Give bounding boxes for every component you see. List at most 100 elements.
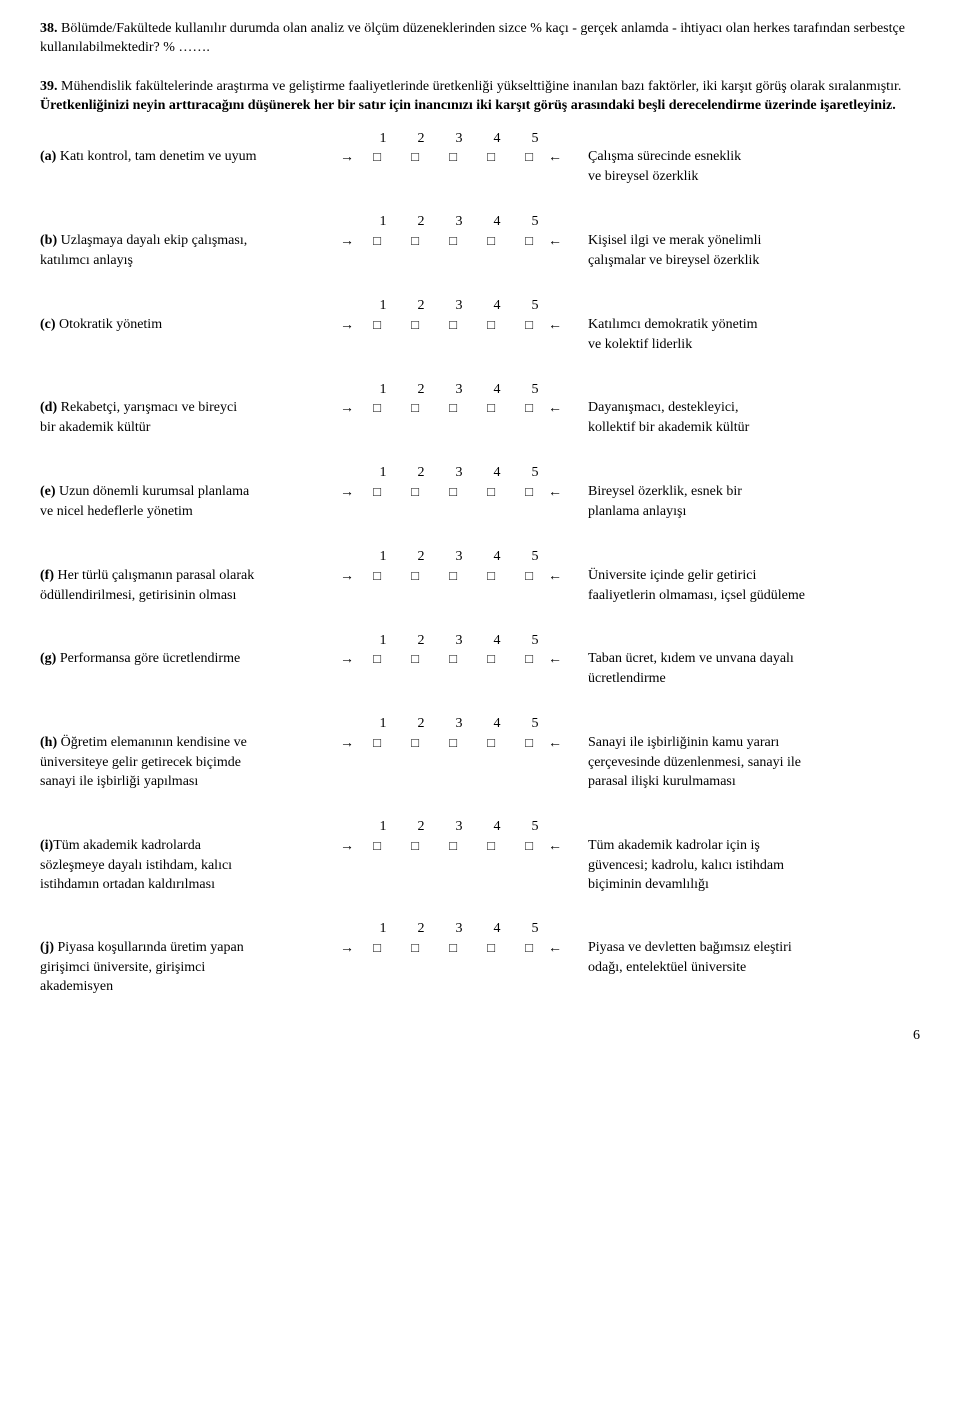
left-option: (f) Her türlü çalışmanın parasal olarak xyxy=(40,567,340,586)
q38-text: Bölümde/Fakültede kullanılır durumda ola… xyxy=(40,21,905,55)
right-option-cont: odağı, entelektüel üniversite xyxy=(580,959,920,978)
rating-box-4[interactable]: □ xyxy=(472,650,510,668)
scale-number-5: 5 xyxy=(516,715,554,734)
rating-box-2[interactable]: □ xyxy=(396,837,434,855)
rating-box-3[interactable]: □ xyxy=(434,650,472,668)
arrow-left-icon: ← xyxy=(548,149,566,168)
rating-box-5[interactable]: □ xyxy=(510,316,548,334)
scale-number-1: 1 xyxy=(364,818,402,837)
scale-number-4: 4 xyxy=(478,297,516,316)
rating-box-5[interactable]: □ xyxy=(510,734,548,752)
rating-box-4[interactable]: □ xyxy=(472,734,510,752)
rating-box-2[interactable]: □ xyxy=(396,483,434,501)
rating-box-5[interactable]: □ xyxy=(510,148,548,166)
scale-numbers: 12345 xyxy=(340,920,580,939)
rating-box-3[interactable]: □ xyxy=(434,483,472,501)
rating-box-5[interactable]: □ xyxy=(510,939,548,957)
rating-box-4[interactable]: □ xyxy=(472,148,510,166)
rating-box-2[interactable]: □ xyxy=(396,734,434,752)
rating-box-4[interactable]: □ xyxy=(472,232,510,250)
rating-box-1[interactable]: □ xyxy=(358,734,396,752)
rating-box-2[interactable]: □ xyxy=(396,316,434,334)
right-option-cont: ücretlendirme xyxy=(580,670,920,689)
left-option-cont: katılımcı anlayış xyxy=(40,252,340,271)
rating-box-2[interactable]: □ xyxy=(396,232,434,250)
scale-numbers: 12345 xyxy=(340,213,580,232)
rating-box-1[interactable]: □ xyxy=(358,399,396,417)
likert-item-c: 12345(c) Otokratik yönetim→□□□□□← Katılı… xyxy=(40,297,920,355)
rating-box-3[interactable]: □ xyxy=(434,232,472,250)
right-option: Katılımcı demokratik yönetim xyxy=(580,316,920,335)
rating-box-2[interactable]: □ xyxy=(396,939,434,957)
scale-number-1: 1 xyxy=(364,381,402,400)
scale-number-2: 2 xyxy=(402,213,440,232)
rating-box-1[interactable]: □ xyxy=(358,837,396,855)
scale-number-1: 1 xyxy=(364,715,402,734)
arrow-left-icon: ← xyxy=(548,940,566,959)
rating-box-4[interactable]: □ xyxy=(472,567,510,585)
rating-box-5[interactable]: □ xyxy=(510,232,548,250)
rating-box-1[interactable]: □ xyxy=(358,232,396,250)
left-option-cont: üniversiteye gelir getirecek biçimde xyxy=(40,754,340,773)
likert-item-j: 12345(j) Piyasa koşullarında üretim yapa… xyxy=(40,920,920,997)
scale-number-1: 1 xyxy=(364,632,402,651)
rating-box-2[interactable]: □ xyxy=(396,650,434,668)
left-option: (h) Öğretim elemanının kendisine ve xyxy=(40,734,340,753)
scale-number-5: 5 xyxy=(516,464,554,483)
left-option-cont: girişimci üniversite, girişimci xyxy=(40,959,340,978)
rating-box-3[interactable]: □ xyxy=(434,148,472,166)
rating-box-2[interactable]: □ xyxy=(396,567,434,585)
scale-number-2: 2 xyxy=(402,130,440,149)
rating-box-1[interactable]: □ xyxy=(358,939,396,957)
arrow-left-icon: ← xyxy=(548,400,566,419)
rating-box-1[interactable]: □ xyxy=(358,316,396,334)
left-option-cont: akademisyen xyxy=(40,978,340,997)
rating-box-3[interactable]: □ xyxy=(434,399,472,417)
rating-box-5[interactable]: □ xyxy=(510,483,548,501)
rating-box-1[interactable]: □ xyxy=(358,148,396,166)
right-option-cont: kollektif bir akademik kültür xyxy=(580,419,920,438)
rating-box-2[interactable]: □ xyxy=(396,148,434,166)
rating-box-3[interactable]: □ xyxy=(434,734,472,752)
rating-box-3[interactable]: □ xyxy=(434,837,472,855)
rating-box-3[interactable]: □ xyxy=(434,939,472,957)
scale-number-1: 1 xyxy=(364,464,402,483)
rating-box-1[interactable]: □ xyxy=(358,483,396,501)
rating-box-3[interactable]: □ xyxy=(434,316,472,334)
rating-box-4[interactable]: □ xyxy=(472,483,510,501)
arrow-right-icon: → xyxy=(340,735,358,754)
q39-number: 39. xyxy=(40,79,58,94)
arrow-left-icon: ← xyxy=(548,735,566,754)
scale-number-4: 4 xyxy=(478,213,516,232)
right-option: Dayanışmacı, destekleyici, xyxy=(580,399,920,418)
rating-box-4[interactable]: □ xyxy=(472,837,510,855)
scale-number-5: 5 xyxy=(516,548,554,567)
arrow-left-icon: ← xyxy=(548,484,566,503)
left-option: (d) Rekabetçi, yarışmacı ve bireyci xyxy=(40,399,340,418)
left-option-cont: sözleşmeye dayalı istihdam, kalıcı xyxy=(40,857,340,876)
rating-box-3[interactable]: □ xyxy=(434,567,472,585)
rating-box-5[interactable]: □ xyxy=(510,650,548,668)
scale-number-2: 2 xyxy=(402,920,440,939)
rating-box-1[interactable]: □ xyxy=(358,650,396,668)
rating-box-5[interactable]: □ xyxy=(510,837,548,855)
scale-number-3: 3 xyxy=(440,632,478,651)
rating-box-2[interactable]: □ xyxy=(396,399,434,417)
left-option: (e) Uzun dönemli kurumsal planlama xyxy=(40,483,340,502)
arrow-left-icon: ← xyxy=(548,838,566,857)
scale-number-1: 1 xyxy=(364,548,402,567)
scale-number-5: 5 xyxy=(516,130,554,149)
scale-number-1: 1 xyxy=(364,130,402,149)
rating-box-5[interactable]: □ xyxy=(510,567,548,585)
rating-box-4[interactable]: □ xyxy=(472,316,510,334)
right-option-cont: planlama anlayışı xyxy=(580,503,920,522)
right-option-cont: parasal ilişki kurulmaması xyxy=(580,773,920,792)
rating-box-5[interactable]: □ xyxy=(510,399,548,417)
rating-box-4[interactable]: □ xyxy=(472,939,510,957)
left-option-cont: ödüllendirilmesi, getirisinin olması xyxy=(40,587,340,606)
scale-number-3: 3 xyxy=(440,920,478,939)
right-option: Kişisel ilgi ve merak yönelimli xyxy=(580,232,920,251)
rating-box-1[interactable]: □ xyxy=(358,567,396,585)
rating-box-4[interactable]: □ xyxy=(472,399,510,417)
likert-item-i: 12345(i)Tüm akademik kadrolarda→□□□□□← T… xyxy=(40,818,920,895)
